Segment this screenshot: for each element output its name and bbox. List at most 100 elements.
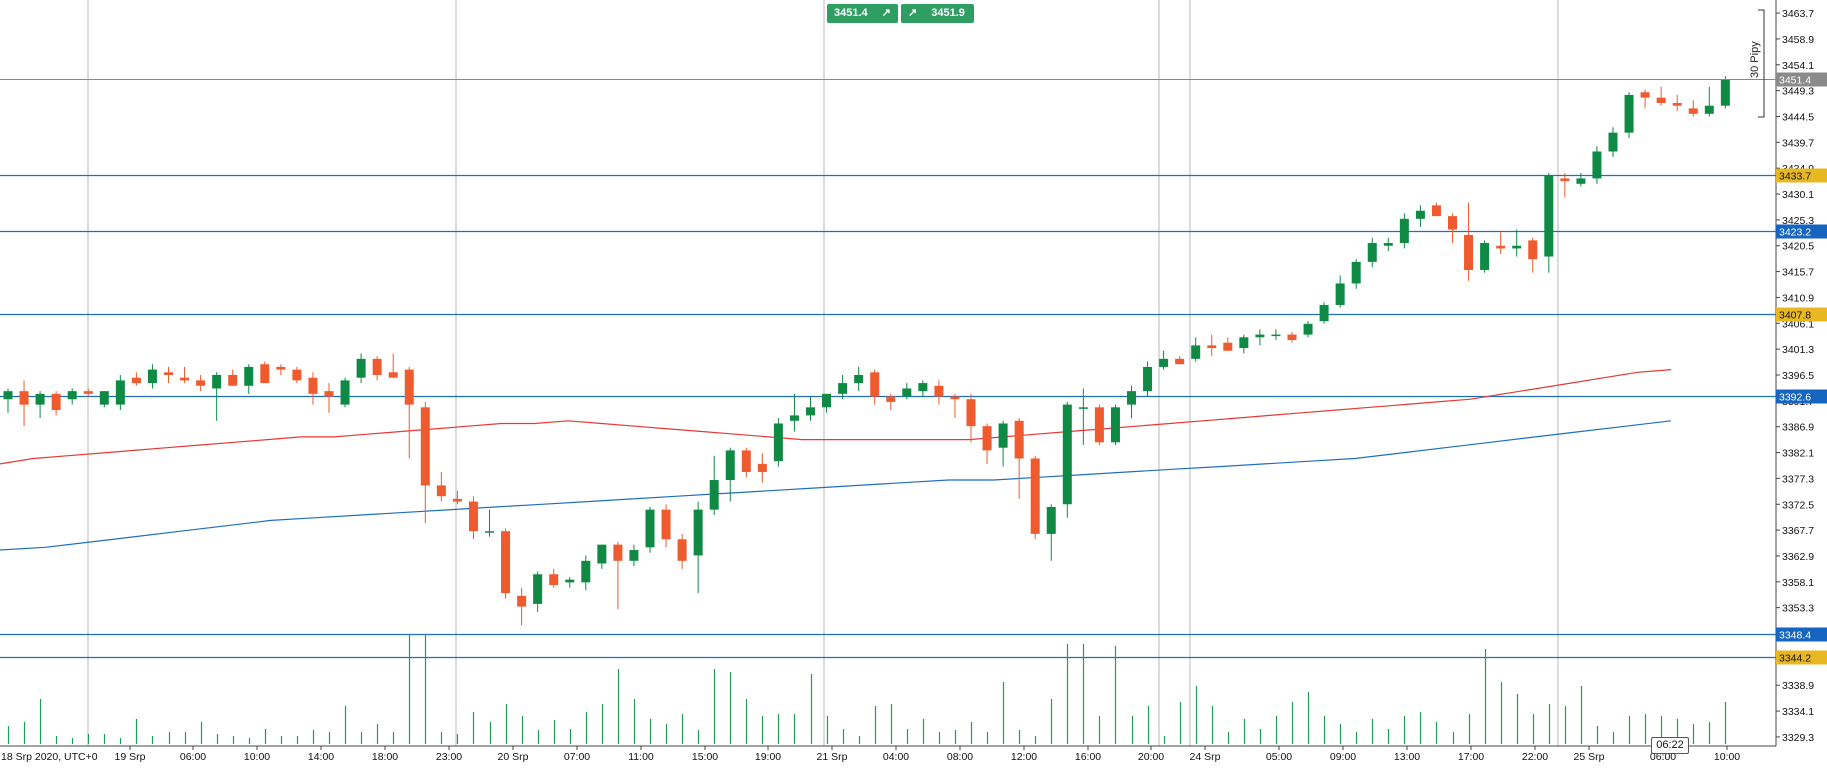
price-tick-label: 3334.1 <box>1782 706 1814 718</box>
candle-body <box>838 383 848 394</box>
candle-body <box>1223 342 1233 351</box>
price-tick-label: 3420.5 <box>1782 241 1814 253</box>
candle-body <box>3 391 13 400</box>
candles <box>3 76 1730 626</box>
candle-body <box>1351 261 1361 284</box>
time-tick-label: 06:00 <box>1650 751 1676 763</box>
volume-bars <box>7 634 1727 744</box>
candle-body <box>1528 240 1538 260</box>
time-tick-label: 24 Srp <box>1190 751 1221 763</box>
buy-price-badge[interactable]: ↗ 3451.9 <box>901 4 974 23</box>
candle-body <box>276 366 286 370</box>
time-tick-label: 09:00 <box>1330 751 1356 763</box>
price-tick-label: 3382.1 <box>1782 448 1814 460</box>
candle-body <box>1640 92 1650 98</box>
price-tick-label: 3338.9 <box>1782 680 1814 692</box>
time-tick-label: 25 Srp <box>1574 751 1605 763</box>
time-tick-label: 11:00 <box>628 751 654 763</box>
candle-body <box>420 407 430 486</box>
candle-body <box>1207 345 1217 349</box>
candle-body <box>565 579 575 583</box>
candle-body <box>822 393 832 408</box>
price-level-tag-text: 3344.2 <box>1779 653 1811 665</box>
price-axis[interactable]: 3463.73458.93454.13449.33444.53439.73434… <box>1776 8 1827 744</box>
candle-body <box>19 391 29 405</box>
candle-body <box>886 396 896 402</box>
candle-body <box>1303 323 1313 335</box>
candle-body <box>1704 105 1714 114</box>
price-tick-label: 3439.7 <box>1782 137 1814 149</box>
time-axis[interactable]: 18 Srp 2020, UTC+0 19 Srp 06:00 10:00 14:00 1… <box>1 746 1740 763</box>
candle-body <box>180 377 190 381</box>
candle-body <box>212 374 222 389</box>
candle-body <box>1688 108 1698 114</box>
time-tick-label: 06:00 <box>180 751 206 763</box>
price-tick-label: 3372.5 <box>1782 499 1814 511</box>
candle-body <box>1014 420 1024 459</box>
price-tick-label: 3430.1 <box>1782 189 1814 201</box>
candle-body <box>709 480 719 510</box>
candle-body <box>918 383 928 392</box>
price-level-tag-text: 3348.4 <box>1779 630 1811 642</box>
candle-body <box>468 501 478 532</box>
candle-body <box>757 463 767 472</box>
ma-slow-line <box>0 369 1672 465</box>
current-price-tag-text: 3451.4 <box>1779 75 1811 87</box>
candle-body <box>147 369 157 384</box>
price-tick-label: 3386.9 <box>1782 422 1814 434</box>
candle-body <box>388 372 398 378</box>
pip-ruler-bracket <box>1758 9 1765 118</box>
candle-body <box>1255 334 1265 338</box>
candle-body <box>533 574 543 604</box>
candle-body <box>1078 407 1088 409</box>
candle-body <box>677 539 687 561</box>
candle-body <box>1464 234 1474 270</box>
price-tick-label: 3458.9 <box>1782 34 1814 46</box>
ma-fast-line <box>0 420 1672 551</box>
candle-body <box>131 377 141 384</box>
arrow-up-right-icon: ↗ <box>908 7 918 19</box>
time-tick-label: 18 Srp 2020, UTC+0 <box>1 751 98 763</box>
price-tick-label: 3401.3 <box>1782 344 1814 356</box>
candle-body <box>517 595 527 607</box>
candle-body <box>1159 358 1169 367</box>
candle-body <box>1672 103 1682 106</box>
price-tick-label: 3362.9 <box>1782 551 1814 563</box>
candle-body <box>340 380 350 405</box>
time-tick-label: 18:00 <box>372 751 398 763</box>
candle-body <box>806 407 815 416</box>
candle-body <box>404 369 414 405</box>
candle-body <box>1383 243 1393 246</box>
candle-body <box>1608 132 1618 152</box>
candle-body <box>661 509 671 540</box>
candle-body <box>1062 404 1072 505</box>
sell-price-badge[interactable]: 3451.4 ↗ <box>827 4 898 23</box>
time-tick-label: 08:00 <box>947 751 973 763</box>
candle-body <box>693 509 703 556</box>
price-tick-label: 3377.3 <box>1782 473 1814 485</box>
candle-body <box>308 377 318 394</box>
price-level-tag-text: 3407.8 <box>1779 310 1811 322</box>
price-tick-label: 3425.3 <box>1782 215 1814 227</box>
candle-body <box>35 393 45 405</box>
price-level-tag-text: 3423.2 <box>1779 227 1811 239</box>
price-tick-label: 3454.1 <box>1782 60 1814 72</box>
candle-body <box>83 391 93 394</box>
price-tick-label: 3449.3 <box>1782 86 1814 98</box>
time-tick-label: 15:00 <box>692 751 718 763</box>
price-level-tag <box>1776 650 1827 665</box>
candle-body <box>1576 178 1586 184</box>
candle-body <box>581 560 591 583</box>
time-tick-label: 20:00 <box>1138 751 1164 763</box>
time-tick-label: 21 Srp <box>817 751 848 763</box>
candle-body <box>629 550 639 561</box>
time-tick-label: 22:00 <box>1522 751 1548 763</box>
candle-body <box>485 531 494 533</box>
price-tick-label: 3358.1 <box>1782 577 1814 589</box>
candle-body <box>1319 304 1329 322</box>
candle-body <box>1335 283 1345 305</box>
time-tick-label: 10:00 <box>1714 751 1740 763</box>
candle-body <box>1544 175 1554 257</box>
